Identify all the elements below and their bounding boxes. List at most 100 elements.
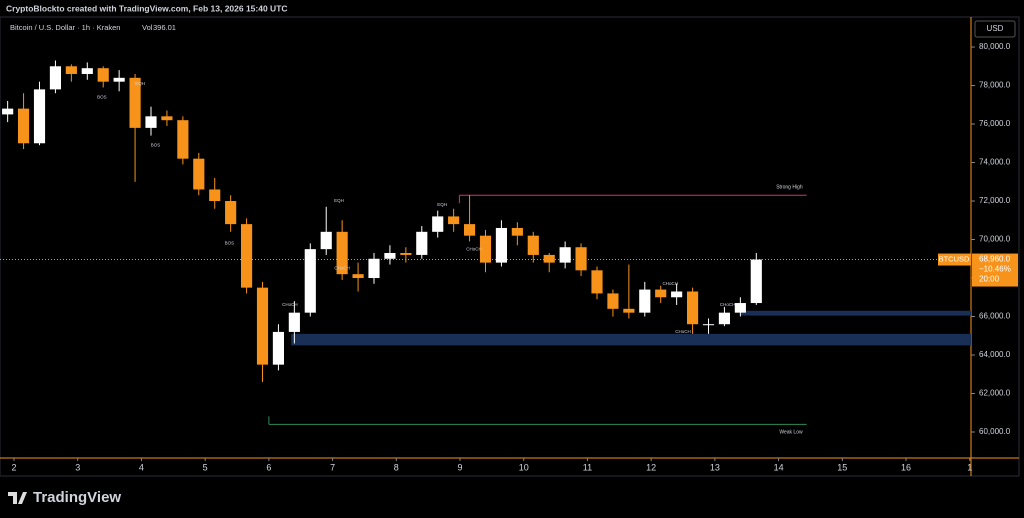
candle-body [655,289,667,298]
candle-body [352,274,364,279]
candle-body [145,116,157,128]
structure-label: CHoCH [282,302,298,307]
symbol-tag [938,253,971,266]
candle-body [400,252,412,255]
candle-body [240,224,253,288]
candle-body [65,66,77,74]
candle-body [511,227,523,236]
y-tick-label: 72,000.0 [979,196,1011,205]
candle-body [113,77,125,82]
price-tag-change: −10.46% [979,265,1011,274]
candle-body [304,249,316,313]
level-label: Weak Low [779,430,803,436]
x-tick-label: 8 [394,462,399,472]
x-tick-label: 4 [139,462,144,472]
y-tick-label: 76,000.0 [979,119,1011,128]
candle-body [97,68,109,82]
structure-label: CHoCH [675,329,691,334]
x-tick-label: 7 [330,462,335,472]
candle-body [256,287,269,365]
candle-body [495,227,508,263]
brand: TradingView [33,489,121,506]
credit: CryptoBlockto created with TradingView.c… [6,3,288,13]
x-tick-label: 12 [646,462,656,472]
candle-body [33,89,46,144]
y-tick-label: 74,000.0 [979,158,1011,167]
structure-label: BOS [97,94,107,99]
x-tick-label: 13 [710,462,720,472]
logo [8,492,27,504]
structure-label: BOS [151,142,161,147]
x-tick-label: 6 [266,462,271,472]
symbol-tag-label: BTCUSD [939,255,970,264]
y-tick-label: 70,000.0 [979,235,1011,244]
structure-label: CHoCH [466,246,482,251]
candle-body [448,216,460,225]
y-tick-label: 64,000.0 [979,350,1011,359]
y-tick-label: 60,000.0 [979,427,1011,436]
volume: 396.01 [153,23,176,32]
candle-body [193,158,205,190]
price-tag-countdown: 20:00 [979,275,1000,284]
structure-label: CHoCH [663,281,679,286]
candle-body [2,108,14,115]
structure-label: CHoCH [334,266,350,271]
y-tick-label: 66,000.0 [979,312,1011,321]
x-tick-label: 16 [901,462,911,472]
currency-box[interactable] [974,20,1016,38]
candle-body [320,231,332,250]
candle-body [81,68,93,74]
candle-body [575,247,587,271]
candle-body [161,116,173,121]
x-tick-label: 11 [583,462,592,472]
candle-body [479,235,492,263]
candle-body [623,308,635,313]
x-tick-label: 5 [203,462,208,472]
candle-body [591,270,603,294]
structure-label: CHoCH [720,302,736,307]
candle-body [288,312,300,332]
candle-body [17,108,30,144]
structure-label: EQH [437,202,447,207]
order-block [291,333,971,346]
volume-label: Vol [142,23,153,32]
x-tick-label: 10 [519,462,529,472]
x-tick-label: 14 [774,462,784,472]
candle-body [607,293,619,309]
candle-body [368,258,380,279]
candle-body [639,289,651,313]
x-tick-label: 9 [458,462,463,472]
candle-body [225,201,237,225]
candle-body [734,303,746,313]
panel [0,16,1020,477]
candle-body [432,216,444,232]
candle-body [272,331,285,365]
candle-body [527,235,539,255]
x-tick-label: 15 [837,462,847,472]
price-tag-value: 68,960.0 [979,255,1011,264]
y-tick-label: 78,000.0 [979,81,1011,90]
candle-body [384,252,396,259]
x-tick-label: 1 [967,462,972,472]
order-block [740,310,971,316]
candle-body [559,247,571,263]
currency: USD [987,24,1004,33]
structure-label: EQH [135,81,145,86]
x-tick-label: 2 [12,462,17,472]
chart-title: Bitcoin / U.S. Dollar · 1h · Kraken [10,23,120,32]
candle-body [209,189,221,202]
y-tick-label: 80,000.0 [979,42,1011,51]
candle-body [718,312,731,325]
candle-body [543,254,555,263]
candle-body [702,324,715,326]
candle-body [129,77,141,128]
y-tick-label: 62,000.0 [979,389,1011,398]
candle-body [463,224,476,236]
candle-body [750,259,762,304]
candle-body [49,66,62,90]
candle-body [416,231,428,255]
price-tag [972,253,1018,287]
structure-label: EQH [334,198,344,203]
